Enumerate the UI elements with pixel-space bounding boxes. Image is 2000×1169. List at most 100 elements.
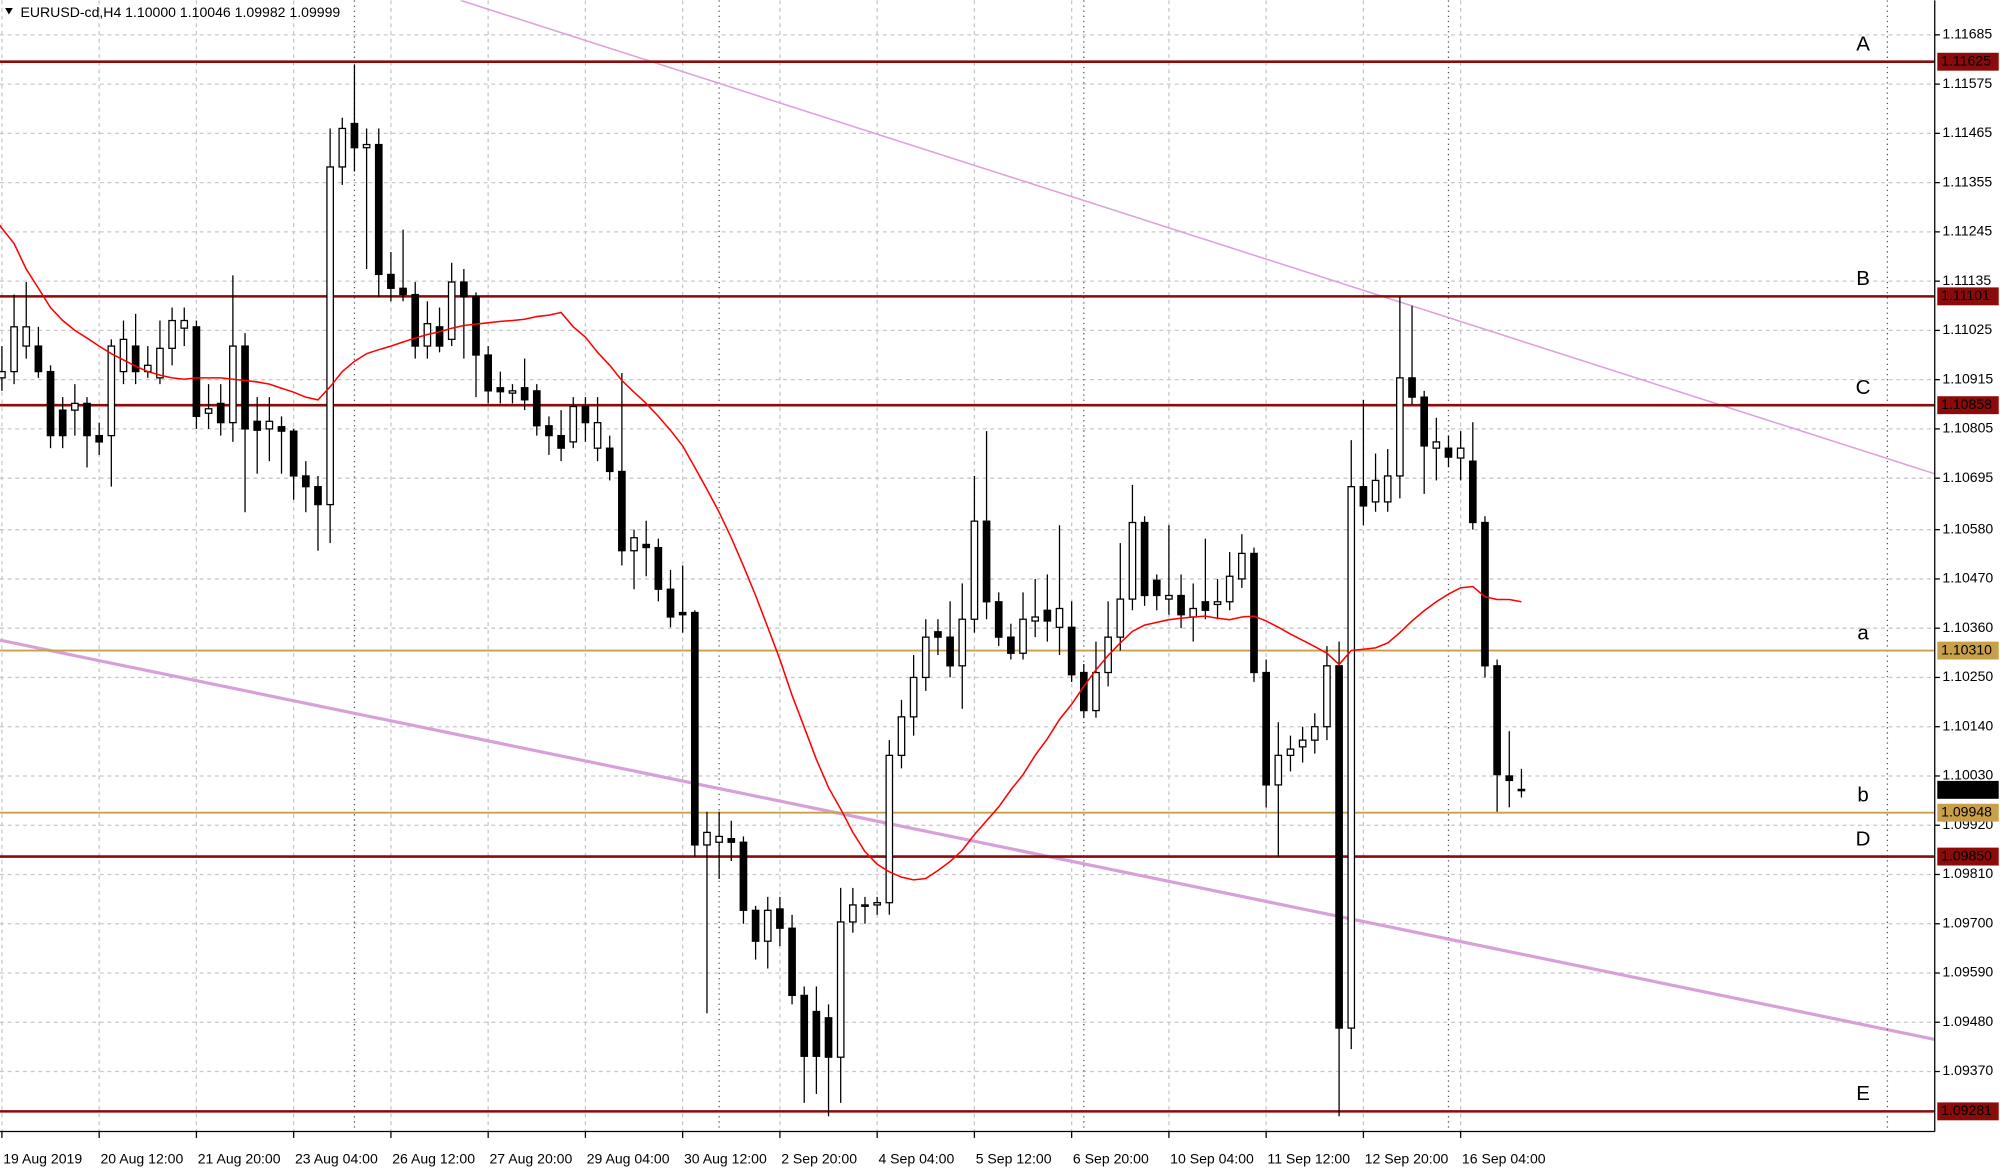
x-tick-label: 30 Aug 12:00 (684, 1150, 767, 1166)
candle-body (253, 420, 262, 431)
level-name: a (1857, 621, 1869, 644)
candle-body (241, 345, 249, 430)
candle-body (1189, 607, 1198, 618)
candle-body (1067, 626, 1076, 676)
x-tick-label: 2 Sep 20:00 (781, 1150, 857, 1166)
y-tick-label: 1.09480 (1942, 1013, 1993, 1029)
candle-body (873, 902, 881, 906)
trend-line (460, 0, 1935, 475)
level-name: B (1856, 267, 1870, 290)
y-tick-label: 1.10915 (1942, 370, 1993, 386)
candle-body (520, 387, 529, 401)
x-tick-label: 5 Sep 12:00 (976, 1150, 1052, 1166)
candle-body (1298, 739, 1307, 748)
candle-body (1493, 665, 1501, 776)
candle-body (350, 122, 359, 149)
price-box-label: 1.09281 (1941, 1102, 1992, 1118)
candle-body (1007, 636, 1015, 654)
candle-body (1383, 475, 1392, 503)
y-tick-label: 1.10030 (1942, 767, 1993, 783)
candle-body (1019, 618, 1027, 654)
candle-body (277, 426, 286, 432)
candle-body (690, 611, 699, 846)
price-box-label: 1.09948 (1941, 803, 1992, 819)
candle-body (1335, 665, 1343, 1029)
y-tick-label: 1.11135 (1942, 272, 1991, 288)
candle-body (1238, 552, 1246, 580)
y-tick-label: 1.11025 (1942, 321, 1992, 337)
candle-body (435, 326, 444, 347)
candle-body (0, 370, 6, 379)
level-name: C (1856, 376, 1871, 399)
candle-body (180, 319, 189, 329)
price-box-label: 1.09850 (1941, 847, 1992, 863)
candle-body (642, 543, 651, 549)
candle-body (1201, 601, 1210, 611)
candle-body (678, 611, 687, 616)
candle-body (1347, 486, 1356, 1029)
candle-body (472, 296, 480, 356)
candle-body (654, 546, 663, 590)
candle-body (557, 434, 565, 449)
candle-body (411, 293, 420, 347)
candle-body (460, 281, 468, 298)
candle-body (1262, 671, 1270, 786)
x-tick-label: 29 Aug 04:00 (587, 1150, 670, 1166)
candle-body (314, 486, 322, 506)
candle-body (1177, 594, 1185, 616)
x-tick-label: 12 Sep 20:00 (1365, 1150, 1449, 1166)
candle-body (630, 537, 638, 552)
y-tick-label: 1.11355 (1942, 173, 1992, 189)
candle-body (387, 273, 395, 289)
price-box-label: 1.10310 (1941, 641, 1992, 657)
candle-body (1152, 579, 1161, 597)
candle-body (1396, 377, 1404, 477)
candle-body (1444, 447, 1453, 458)
candle-body (1250, 552, 1258, 674)
candle-body (812, 1010, 821, 1057)
candle-body (1456, 447, 1465, 459)
candle-body (168, 319, 176, 349)
candle-body (885, 754, 894, 904)
menu-triangle (5, 8, 13, 15)
candle-body (1505, 775, 1514, 782)
candle-body (107, 345, 116, 437)
candle-body (970, 520, 979, 620)
price-box (1937, 1102, 1999, 1121)
candle-body (545, 425, 553, 437)
candle-body (1371, 479, 1380, 503)
candle-body (204, 408, 213, 414)
price-box (1937, 52, 1999, 71)
y-tick-label: 1.09810 (1942, 865, 1993, 881)
price-box-label: 1.10858 (1941, 396, 1992, 412)
candle-body (58, 409, 67, 437)
candle-body (1116, 598, 1125, 638)
candle-body (934, 631, 942, 638)
candle-body (496, 387, 505, 393)
candle-body (751, 909, 760, 942)
candle-body (1517, 788, 1526, 792)
grid (0, 0, 1935, 1132)
y-tick-label: 1.11685 (1942, 26, 1992, 42)
candle-body (1213, 601, 1222, 606)
candle-body (447, 281, 456, 340)
candle-body (95, 434, 104, 443)
candle-body (71, 402, 79, 411)
candle-body (1165, 594, 1173, 600)
candle-body (1055, 607, 1064, 628)
price-box (1937, 803, 1999, 822)
candle-body (508, 390, 517, 394)
candle-body (362, 143, 371, 149)
candle-body (10, 326, 18, 373)
candle-body (131, 345, 140, 373)
candle-body (1031, 616, 1040, 622)
y-tick-label: 1.10470 (1942, 570, 1993, 586)
candle-body (982, 520, 991, 603)
price-box (1937, 396, 1999, 415)
candle-body (715, 835, 723, 843)
candle-body (958, 618, 967, 667)
y-tick-label: 1.10360 (1942, 619, 1993, 635)
level-name: E (1856, 1082, 1870, 1105)
